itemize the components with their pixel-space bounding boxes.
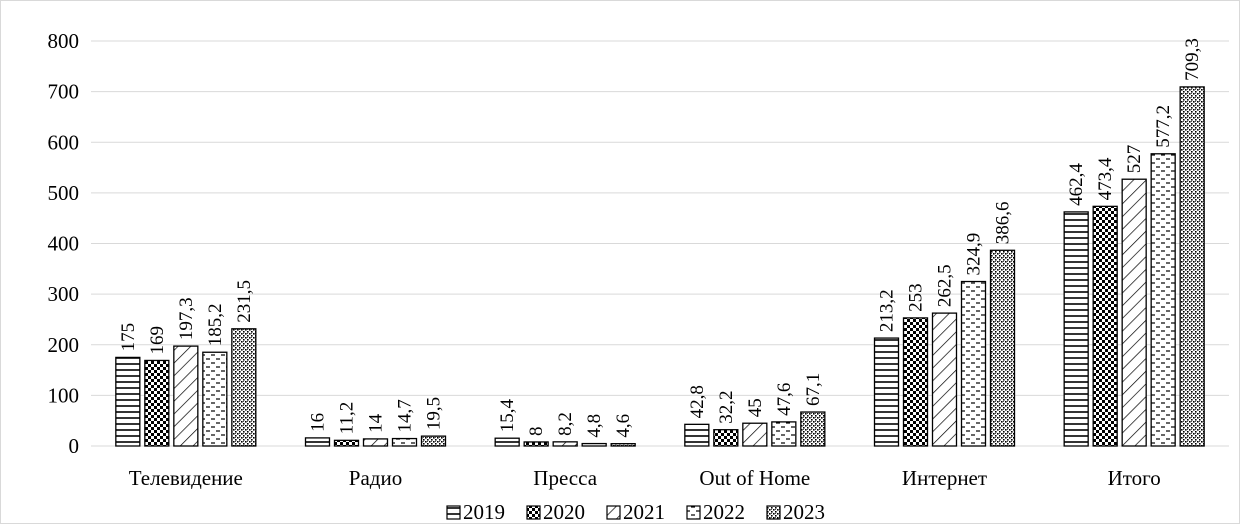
bar-2023: [231, 328, 257, 447]
legend-label: 2022: [703, 500, 745, 524]
bar-2020: [902, 317, 929, 447]
bar-2019: [684, 423, 710, 447]
bar-2022: [1150, 153, 1176, 447]
y-axis-ticks: 0 100 200 300 400 500 600 700 800: [48, 29, 80, 458]
category-label: Итого: [1108, 466, 1161, 490]
data-label: 709,3: [1182, 38, 1203, 81]
bar-2020: [523, 441, 549, 447]
data-label: 47,6: [774, 383, 795, 416]
data-label: 462,4: [1066, 163, 1087, 206]
data-label: 14: [366, 413, 387, 433]
gridlines: [91, 40, 1229, 447]
legend-label: 2023: [783, 500, 825, 524]
data-label: 16: [308, 413, 329, 432]
y-tick-label: 200: [48, 333, 80, 357]
legend-swatch-2019: [446, 505, 461, 520]
category-label: Телевидение: [129, 466, 243, 490]
bar-2021: [362, 438, 389, 447]
legend-label: 2021: [623, 500, 665, 524]
bar-2023: [420, 435, 447, 447]
bar-2023: [610, 443, 636, 447]
data-label: 8,2: [555, 412, 576, 436]
data-label: 324,9: [964, 233, 985, 276]
bar-2023: [800, 411, 826, 447]
data-label: 67,1: [803, 373, 824, 406]
data-label: 231,5: [234, 280, 255, 323]
y-tick-label: 300: [48, 282, 80, 306]
data-label: 14,7: [395, 399, 416, 432]
legend-label: 2020: [543, 500, 585, 524]
data-label: 169: [147, 326, 168, 355]
bar-2022: [771, 421, 797, 447]
data-label: 386,6: [993, 202, 1014, 245]
legend-swatch-2021: [606, 505, 621, 520]
category-label: Out of Home: [699, 466, 810, 490]
bar-2019: [1063, 211, 1089, 447]
legend-label: 2019: [463, 500, 505, 524]
data-label: 8: [526, 426, 547, 436]
bar-2019: [873, 337, 900, 447]
data-label: 577,2: [1153, 105, 1174, 148]
data-label: 175: [118, 323, 139, 352]
category-labels: Телевидение Радио Пресса Out of Home Интерне…: [129, 466, 1161, 490]
data-labels: 175 169 197,3 185,2 231,5 16 11,2 14 14,7 19,5 15,…: [118, 38, 1203, 438]
category-label: Радио: [349, 466, 402, 490]
category-label: Пресса: [533, 466, 597, 490]
data-label: 4,8: [584, 414, 605, 438]
data-label: 45: [745, 398, 766, 417]
data-label: 4,6: [613, 414, 634, 438]
y-tick-label: 600: [48, 130, 80, 154]
y-tick-label: 700: [48, 80, 80, 104]
legend-swatch-2023: [766, 505, 781, 520]
y-tick-label: 500: [48, 181, 80, 205]
data-label: 527: [1124, 145, 1145, 174]
y-tick-label: 400: [48, 232, 80, 256]
data-label: 19,5: [424, 397, 445, 430]
bar-2020: [144, 359, 170, 447]
legend-swatch-2020: [526, 505, 541, 520]
bar-2020: [1092, 205, 1118, 447]
data-label: 262,5: [935, 264, 956, 307]
bar-2021: [931, 312, 958, 447]
y-tick-label: 800: [48, 29, 80, 53]
legend-swatch-2022: [686, 505, 701, 520]
bar-2019: [304, 437, 331, 447]
bars: [115, 86, 1205, 447]
bar-2021: [173, 345, 199, 447]
data-label: 185,2: [205, 303, 226, 346]
data-label: 32,2: [716, 390, 737, 423]
bar-2023: [989, 249, 1016, 447]
y-tick-label: 0: [69, 434, 80, 458]
bar-2021: [1121, 178, 1147, 447]
bar-2020: [713, 429, 739, 447]
data-label: 213,2: [877, 289, 898, 332]
data-label: 15,4: [497, 398, 518, 432]
bar-2022: [391, 437, 418, 447]
data-label: 197,3: [176, 297, 197, 340]
bar-2022: [202, 351, 228, 447]
bar-2022: [581, 442, 607, 447]
data-label: 42,8: [687, 385, 708, 418]
bar-2019: [115, 356, 141, 447]
legend: 2019 2020 2021 2022 2023: [446, 500, 825, 524]
data-label: 11,2: [337, 402, 358, 435]
bar-2022: [960, 280, 987, 447]
bar-2020: [333, 439, 360, 447]
bar-2023: [1179, 86, 1205, 447]
y-tick-label: 100: [48, 383, 80, 407]
bar-2021: [742, 422, 768, 447]
bar-2021: [552, 441, 578, 447]
data-label: 473,4: [1095, 157, 1116, 200]
bar-2019: [494, 437, 520, 447]
category-label: Интернет: [902, 466, 987, 490]
data-label: 253: [906, 283, 927, 312]
